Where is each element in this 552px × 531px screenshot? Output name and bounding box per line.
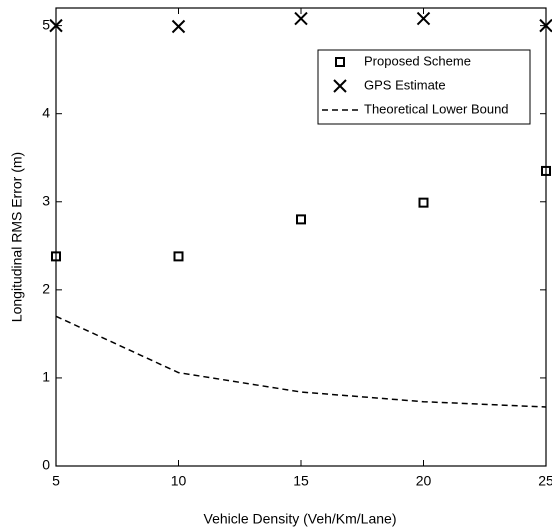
point	[539, 18, 552, 33]
y-tick-label: 1	[42, 369, 50, 385]
x-axis-label: Vehicle Density (Veh/Km/Lane)	[204, 511, 397, 527]
point	[171, 19, 186, 34]
point	[294, 11, 308, 26]
x-tick-label: 15	[293, 473, 309, 489]
point	[416, 11, 431, 26]
point	[541, 165, 551, 176]
legend-label: Theoretical Lower Bound	[364, 101, 509, 116]
line	[55, 315, 547, 408]
point	[49, 18, 63, 33]
y-tick-label: 3	[42, 192, 50, 208]
point	[51, 251, 61, 262]
legend-label: GPS Estimate	[364, 77, 446, 92]
legend-marker	[335, 57, 345, 67]
y-tick-label: 4	[42, 104, 50, 120]
legend-marker	[333, 79, 347, 93]
point	[173, 251, 184, 262]
legend-box	[317, 49, 531, 125]
y-tick-label: 2	[42, 281, 50, 297]
point	[418, 197, 429, 208]
y-tick-label: 5	[42, 16, 50, 32]
y-tick-label: 0	[42, 457, 50, 473]
legend-label: Proposed Scheme	[364, 53, 471, 68]
x-tick-label: 25	[538, 473, 552, 489]
x-tick-label: 10	[171, 473, 187, 489]
y-axis-label: Longitudinal RMS Error (m)	[9, 152, 25, 322]
x-tick-label: 20	[416, 473, 432, 489]
legend: Proposed Scheme GPS Estimate Theoretical L…	[317, 49, 531, 125]
point	[296, 214, 306, 225]
x-tick-label: 5	[52, 473, 60, 489]
